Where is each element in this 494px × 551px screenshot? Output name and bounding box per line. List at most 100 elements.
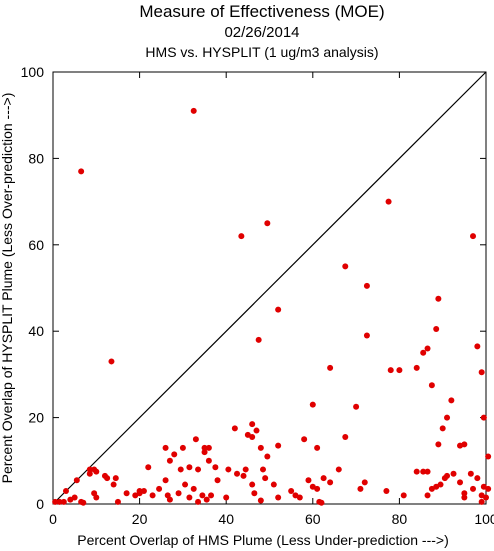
data-point [435,441,442,448]
data-point [166,496,173,503]
data-point [257,444,264,451]
data-point [205,457,212,464]
data-point [166,457,173,464]
data-point [444,472,451,479]
data-point [212,464,219,471]
data-point [186,494,193,501]
data-point [424,345,431,352]
data-point [260,466,267,473]
y-tick-label: 20 [28,410,44,426]
data-point [162,477,169,484]
data-point [437,481,444,488]
data-point [93,468,100,475]
data-point [357,485,364,492]
data-point [145,464,152,471]
data-point [288,488,295,495]
data-point [234,470,241,477]
data-point [249,421,256,428]
data-point [195,466,202,473]
data-point [385,198,392,205]
data-point [242,466,249,473]
data-point [363,332,370,339]
data-point [257,497,264,504]
data-point [457,479,464,486]
data-point [314,444,321,451]
data-point [335,466,342,473]
data-point [60,498,67,505]
chart-subtitle: HMS vs. HYSPLIT (1 ug/m3 analysis) [145,44,378,60]
data-point [400,492,407,499]
data-point [461,494,468,501]
x-axis-ticks: 0 20 40 60 80 100 [49,72,494,527]
data-point [149,492,156,499]
data-point [424,468,431,475]
data-point [223,494,230,501]
data-point [78,168,85,175]
data-point [424,492,431,499]
data-point [275,494,282,501]
data-point [251,490,258,497]
data-point [474,343,481,350]
data-point [123,490,130,497]
data-point [413,468,420,475]
data-point [171,451,178,458]
data-point [433,326,440,333]
data-point [199,492,206,499]
data-point [108,358,115,365]
data-point [255,336,262,343]
data-point [56,498,63,505]
data-point [114,498,121,505]
data-point [162,444,169,451]
data-point [179,444,186,451]
data-point [205,444,212,451]
data-point [186,464,193,471]
data-point [80,499,87,506]
data-point [342,263,349,270]
data-point [320,475,327,482]
data-point [132,492,139,499]
plot-frame [52,71,487,505]
data-point [52,498,59,505]
x-tick-label: 80 [392,511,408,527]
data-point [327,479,334,486]
data-point [420,349,427,356]
y-tick-label: 60 [28,237,44,253]
data-point [467,470,474,477]
data-point [480,414,487,421]
data-point [444,414,451,421]
data-point [177,466,184,473]
data-point [93,494,100,501]
one-to-one-line [52,71,487,505]
data-point [383,488,390,495]
data-point [361,479,368,486]
data-point [470,485,477,492]
data-point [201,444,208,451]
data-point [435,295,442,302]
data-point [190,107,197,114]
data-point [448,397,455,404]
data-point [264,220,271,227]
data-point [296,494,303,501]
data-point [353,403,360,410]
data-point [439,425,446,432]
data-point [470,233,477,240]
data-point [112,475,119,482]
data-point [342,434,349,441]
y-axis-label: Percent Overlap of HYSPLIT Plume (Less O… [0,93,15,484]
data-point [305,477,312,484]
x-axis-label: Percent Overlap of HMS Plume (Less Under… [77,532,449,548]
data-point [428,382,435,389]
data-point [301,436,308,443]
data-point [136,488,143,495]
y-axis-ticks: 0 20 40 60 80 100 [21,64,486,512]
x-tick-label: 0 [49,511,57,527]
data-point [240,472,247,479]
data-point [262,475,269,482]
data-point [387,367,394,374]
data-point [231,425,238,432]
data-point [86,466,93,473]
data-point [249,481,256,488]
x-tick-label: 20 [132,511,148,527]
data-point [413,364,420,371]
